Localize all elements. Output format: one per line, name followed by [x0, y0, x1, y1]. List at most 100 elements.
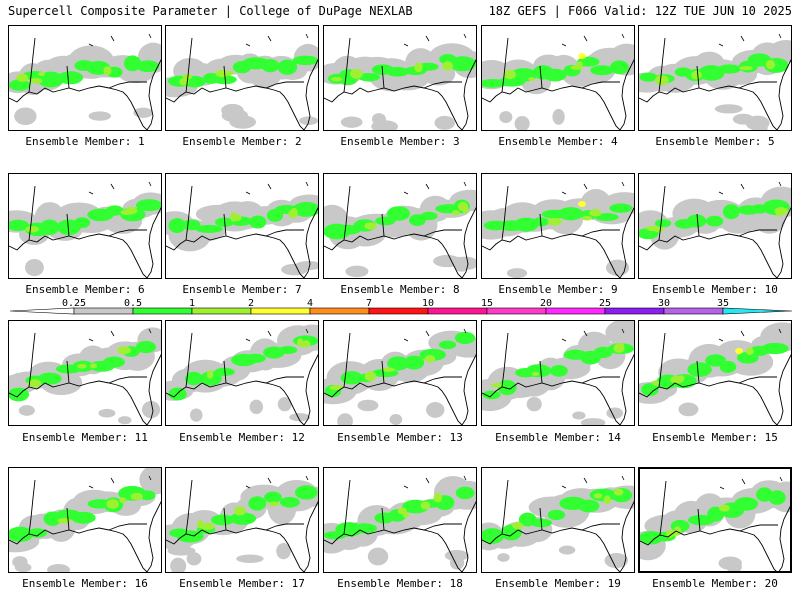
scp-contour-fill [417, 62, 439, 71]
coastline-border [223, 65, 227, 89]
ensemble-member-map[interactable] [165, 320, 319, 426]
scp-contour-fill [37, 71, 64, 88]
scp-contour-fill [278, 345, 298, 354]
scp-contour-fill [103, 66, 112, 76]
scp-contour-fill [331, 76, 343, 82]
ensemble-member-map[interactable] [323, 320, 477, 426]
colorbar-tick-label: 25 [598, 298, 612, 309]
scp-contour-fill [433, 254, 461, 268]
ensemble-member-map[interactable] [323, 173, 477, 279]
map-canvas [324, 328, 476, 425]
coastline-border [697, 508, 701, 532]
coastline-border [185, 185, 193, 241]
scp-contour-fill [616, 342, 625, 350]
map-canvas [639, 33, 791, 130]
scp-contour-fill [225, 70, 235, 76]
scp-contour-fill [364, 222, 377, 230]
ensemble-member-map[interactable] [323, 25, 477, 131]
ensemble-member-map[interactable] [8, 320, 162, 426]
scp-contour-fill [168, 218, 186, 234]
map-marker [718, 181, 782, 195]
ensemble-member-label: Ensemble Member: 17 [179, 577, 305, 590]
coastline-border [482, 58, 634, 130]
scp-contour-fill [654, 75, 669, 86]
scp-contour-fill [139, 468, 161, 495]
colorbar-tick-label: 10 [421, 298, 435, 309]
ensemble-member-map[interactable] [638, 320, 792, 426]
ensemble-member-map[interactable] [8, 467, 162, 573]
scp-contour-fill [88, 111, 112, 121]
map-canvas [482, 321, 634, 425]
ensemble-member-map[interactable] [165, 467, 319, 573]
scp-contour-fill [345, 265, 369, 278]
scp-contour-fill [490, 383, 504, 388]
ensemble-member-map[interactable] [8, 173, 162, 279]
scp-contour-fill [438, 340, 457, 350]
coastline-border [28, 185, 36, 241]
scp-contour-fill [653, 227, 665, 233]
ensemble-member-map[interactable] [638, 467, 792, 573]
ensemble-member-label: Ensemble Member: 11 [22, 431, 148, 444]
ensemble-member-map[interactable] [481, 173, 635, 279]
scp-contour-fill [106, 499, 119, 509]
ensemble-member-map[interactable] [165, 25, 319, 131]
scp-contour-fill [433, 492, 443, 503]
coastline-border [423, 376, 462, 384]
coastline-border [581, 229, 620, 237]
scp-contour-fill [90, 363, 98, 369]
scp-contour-fill [136, 60, 160, 73]
scp-contour-fill [73, 217, 91, 229]
scp-contour-fill [582, 215, 593, 221]
coastline-border [324, 58, 476, 130]
scp-contour-fill [18, 405, 35, 416]
scp-contour-fill [719, 360, 737, 373]
coastline-border [66, 65, 70, 89]
scp-contour-fill [389, 413, 403, 425]
scp-contour-fill [39, 219, 60, 235]
scp-contour-fill [9, 526, 33, 542]
scp-contour-fill [118, 416, 132, 425]
scp-contour-fill [292, 55, 318, 66]
coastline-border [343, 37, 351, 93]
colorbar-tick-label: 2 [247, 298, 255, 309]
scp-contour-fill [670, 375, 684, 384]
map-marker [88, 328, 152, 342]
ensemble-member-map[interactable] [481, 25, 635, 131]
scp-contour-fill [103, 356, 125, 368]
scp-contour-fill [25, 226, 39, 233]
map-canvas [166, 475, 318, 572]
scp-contour-fill [605, 321, 634, 347]
colorbar-segment [250, 307, 311, 315]
scp-contour-fill [77, 363, 87, 369]
coastline-border [343, 185, 351, 241]
scp-contour-fill [593, 493, 603, 499]
scp-contour-fill [454, 331, 476, 345]
scp-contour-fill [550, 365, 568, 377]
ensemble-member-label: Ensemble Member: 10 [652, 283, 778, 296]
coastline-border [9, 500, 161, 572]
ensemble-member-map[interactable] [8, 25, 162, 131]
ensemble-member-label: Ensemble Member: 2 [182, 135, 302, 148]
scp-contour-fill [58, 71, 84, 85]
scp-contour-fill [691, 70, 702, 80]
map-marker [561, 181, 625, 195]
scp-contour-fill [666, 530, 676, 537]
coastline-border [381, 360, 385, 384]
ensemble-member-map[interactable] [481, 467, 635, 573]
ensemble-member-map[interactable] [165, 173, 319, 279]
ensemble-member-map[interactable] [481, 320, 635, 426]
coastline-border [539, 507, 543, 531]
map-canvas [482, 181, 634, 278]
scp-contour-fill [119, 497, 127, 504]
ensemble-member-map[interactable] [638, 173, 792, 279]
coastline-border [223, 213, 227, 237]
scp-contour-fill [221, 103, 244, 117]
scp-contour-fill [686, 214, 707, 228]
coastline-border [381, 507, 385, 531]
scp-contour-fill [382, 367, 396, 372]
ensemble-member-map[interactable] [323, 467, 477, 573]
ensemble-member-map[interactable] [638, 25, 792, 131]
scp-contour-fill [654, 219, 672, 228]
scp-contour-fill [281, 263, 308, 276]
coastline-border [324, 500, 476, 572]
